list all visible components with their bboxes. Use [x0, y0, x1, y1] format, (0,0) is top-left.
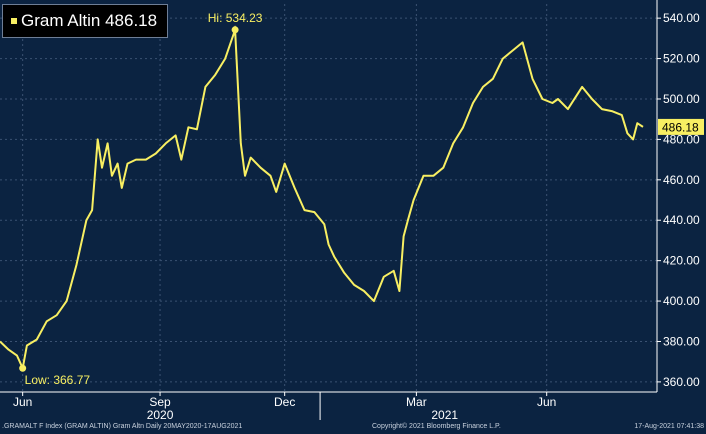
- y-tick-label: 440.00: [663, 213, 700, 227]
- series-line-gram-altin: [0, 28, 644, 370]
- x-tick-label: Sep: [149, 395, 171, 409]
- annotation-marker: [19, 364, 27, 372]
- y-tick-label: 360.00: [663, 375, 700, 389]
- x-tick-label: Dec: [274, 395, 295, 409]
- x-tick-label: Jun: [13, 395, 32, 409]
- footer-ticker-info: .GRAMALT F Index (GRAM ALTIN) Gram Altn …: [2, 423, 243, 430]
- y-tick-label: 540.00: [663, 11, 700, 25]
- legend-last-value: 486.18: [105, 11, 158, 30]
- y-tick-label: 500.00: [663, 92, 700, 106]
- last-value-badge: [658, 118, 704, 135]
- legend: Gram Altin 486.18: [2, 4, 169, 38]
- x-tick-label: Jun: [537, 395, 556, 409]
- y-tick-label: 460.00: [663, 173, 700, 187]
- x-year-label: 2021: [431, 408, 458, 422]
- y-tick-label: 480.00: [663, 132, 700, 146]
- legend-swatch-icon: [11, 18, 17, 24]
- y-tick-label: 380.00: [663, 334, 700, 348]
- y-tick-label: 420.00: [663, 254, 700, 268]
- legend-series-name: Gram Altin: [21, 11, 101, 30]
- annotation-label: Low: 366.77: [25, 373, 91, 387]
- series-line-group: [0, 28, 644, 370]
- annotation-label: Hi: 534.23: [208, 11, 263, 25]
- footer-timestamp: 17-Aug-2021 07:41:38: [634, 423, 704, 430]
- footer-bar: .GRAMALT F Index (GRAM ALTIN) Gram Altn …: [0, 422, 706, 434]
- y-tick-label: 400.00: [663, 294, 700, 308]
- x-year-label: 2020: [147, 408, 174, 422]
- footer-copyright: Copyright© 2021 Bloomberg Finance L.P.: [372, 423, 501, 430]
- y-tick-label: 520.00: [663, 52, 700, 66]
- last-value-label: 486.18: [662, 120, 699, 134]
- annotations: Hi: 534.23 Low: 366.77 486.18: [19, 11, 704, 387]
- axes: 360.00 380.00 400.00 420.00 440.00 460.00 480.…: [0, 0, 700, 422]
- x-tick-label: Mar: [406, 395, 427, 409]
